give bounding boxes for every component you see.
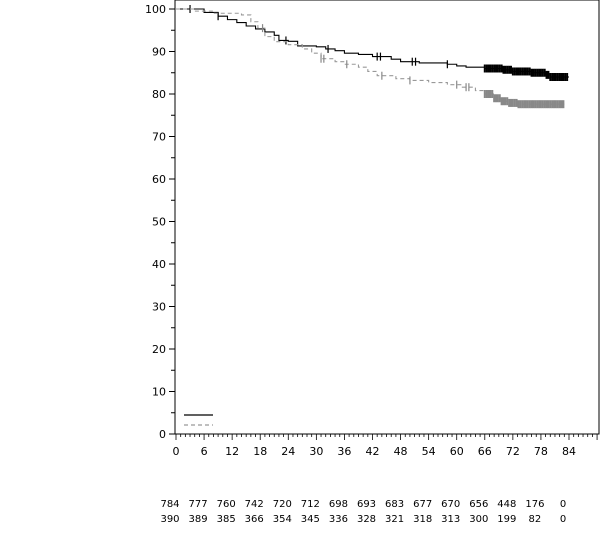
risk-count: 742: [245, 499, 264, 510]
x-tick-label: 42: [366, 445, 380, 458]
x-tick-label: 12: [225, 445, 239, 458]
risk-count: 712: [301, 499, 320, 510]
risk-count: 656: [469, 499, 488, 510]
risk-count: 82: [529, 514, 542, 525]
risk-count: 0: [560, 499, 566, 510]
risk-count: 448: [497, 499, 516, 510]
survival-curve-dashed: [176, 8, 565, 105]
risk-count: 760: [217, 499, 236, 510]
risk-count: 199: [497, 514, 516, 525]
risk-count: 313: [441, 514, 460, 525]
risk-count: 300: [469, 514, 488, 525]
y-tick-label: 100: [145, 3, 166, 16]
x-tick-label: 54: [422, 445, 436, 458]
risk-count: 777: [189, 499, 208, 510]
risk-count: 0: [560, 514, 566, 525]
y-axis: 0 10 20 30 40 50 60 70 80 90 100: [145, 3, 175, 441]
risk-count: 176: [525, 499, 544, 510]
risk-count: 693: [357, 499, 376, 510]
risk-count: 720: [273, 499, 292, 510]
y-tick-label: 60: [152, 173, 166, 186]
risk-count: 366: [245, 514, 264, 525]
risk-count: 670: [441, 499, 460, 510]
y-tick-label: 80: [152, 88, 166, 101]
survival-curves: [176, 5, 569, 109]
risk-count: 318: [413, 514, 432, 525]
y-tick-label: 30: [152, 301, 166, 314]
x-axis: 0 6 12 18 24 30 36 42 48 54 60 66 72 78 84: [173, 434, 598, 458]
plot-frame: [174, 0, 600, 435]
risk-count: 354: [273, 514, 292, 525]
risk-count: 698: [329, 499, 348, 510]
y-tick-label: 40: [152, 258, 166, 271]
y-tick-label: 50: [152, 216, 166, 229]
x-tick-label: 24: [281, 445, 295, 458]
risk-count: 390: [160, 514, 179, 525]
y-tick-label: 70: [152, 131, 166, 144]
risk-count: 784: [160, 499, 179, 510]
y-tick-label: 10: [152, 386, 166, 399]
risk-count: 321: [385, 514, 404, 525]
x-tick-label: 78: [534, 445, 548, 458]
x-tick-label: 0: [173, 445, 180, 458]
x-tick-label: 60: [450, 445, 464, 458]
risk-count: 328: [357, 514, 376, 525]
x-tick-label: 36: [337, 445, 351, 458]
y-tick-label: 0: [159, 428, 166, 441]
x-tick-label: 72: [506, 445, 520, 458]
risk-count: 385: [217, 514, 236, 525]
x-tick-label: 6: [201, 445, 208, 458]
number-at-risk-table: 784 777 760 742 720 712 698 693 683 677 670 656 448 1…: [160, 499, 566, 525]
risk-count: 389: [189, 514, 208, 525]
x-tick-label: 18: [253, 445, 267, 458]
x-tick-label: 84: [562, 445, 576, 458]
y-tick-label: 90: [152, 46, 166, 59]
risk-count: 677: [413, 499, 432, 510]
risk-count: 683: [385, 499, 404, 510]
risk-count: 345: [301, 514, 320, 525]
x-tick-label: 30: [309, 445, 323, 458]
legend: [184, 414, 213, 426]
x-tick-label: 48: [394, 445, 408, 458]
y-tick-label: 20: [152, 343, 166, 356]
x-tick-label: 66: [478, 445, 492, 458]
risk-count: 336: [329, 514, 348, 525]
